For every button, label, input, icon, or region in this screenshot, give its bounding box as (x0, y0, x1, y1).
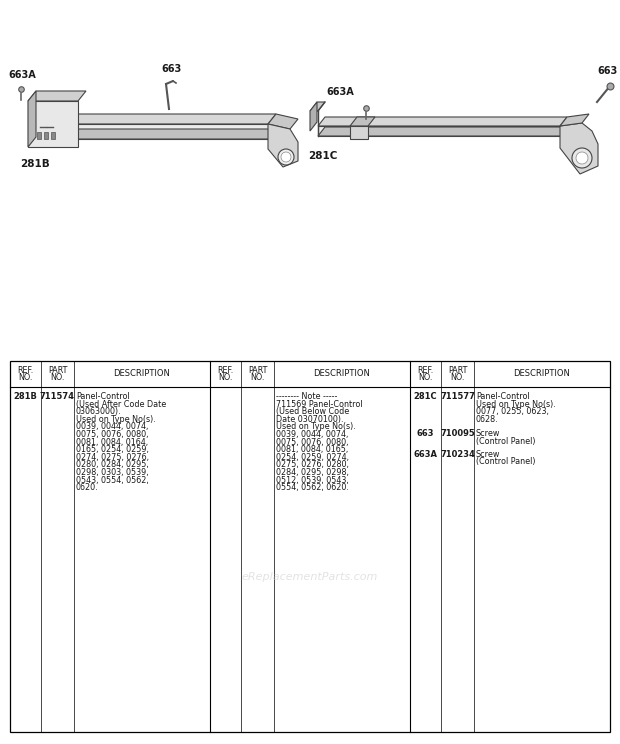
Polygon shape (268, 114, 298, 129)
Text: 663A: 663A (414, 449, 438, 458)
Text: 0512, 0539, 0543,: 0512, 0539, 0543, (276, 475, 348, 484)
Polygon shape (28, 101, 78, 147)
Text: 0039, 0044, 0074,: 0039, 0044, 0074, (276, 430, 348, 439)
Polygon shape (318, 117, 567, 126)
Polygon shape (68, 124, 268, 139)
Text: DESCRIPTION: DESCRIPTION (314, 370, 370, 379)
Text: 663: 663 (417, 429, 434, 438)
Text: eReplacementParts.com: eReplacementParts.com (242, 571, 378, 582)
Text: REF.: REF. (218, 366, 234, 375)
Text: 0298, 0303, 0539,: 0298, 0303, 0539, (76, 468, 149, 477)
Text: NO.: NO. (218, 373, 232, 382)
Bar (37, 132, 41, 139)
Polygon shape (268, 124, 298, 167)
Text: NO.: NO. (50, 373, 64, 382)
Text: 0284, 0295, 0298,: 0284, 0295, 0298, (276, 468, 349, 477)
Circle shape (278, 149, 294, 165)
Text: 663A: 663A (326, 87, 354, 97)
Circle shape (576, 152, 588, 164)
Text: NO.: NO. (19, 373, 33, 382)
Text: 0254, 0259, 0274,: 0254, 0259, 0274, (276, 453, 349, 462)
Text: PART: PART (248, 366, 267, 375)
Text: Panel-Control: Panel-Control (476, 392, 529, 401)
Text: 0081, 0084, 0164,: 0081, 0084, 0164, (76, 437, 148, 446)
Text: 0620.: 0620. (76, 483, 99, 493)
Text: Used on Type No(s).: Used on Type No(s). (76, 415, 156, 424)
Text: 0075, 0076, 0080,: 0075, 0076, 0080, (276, 437, 348, 446)
Text: 663: 663 (161, 64, 181, 74)
Circle shape (281, 152, 291, 162)
Text: (Control Panel): (Control Panel) (476, 437, 536, 446)
Text: Used on Type No(s).: Used on Type No(s). (476, 400, 556, 408)
Text: (Used Below Code: (Used Below Code (276, 407, 349, 416)
Text: 711577: 711577 (440, 392, 475, 401)
Text: Used on Type No(s).: Used on Type No(s). (276, 423, 356, 432)
Polygon shape (560, 123, 598, 174)
Text: 0077, 0255, 0623,: 0077, 0255, 0623, (476, 407, 549, 416)
Text: 710234: 710234 (440, 449, 475, 458)
Bar (51, 132, 55, 139)
Text: 0165, 0254, 0259,: 0165, 0254, 0259, (76, 445, 149, 454)
Polygon shape (560, 114, 589, 126)
Text: 711569 Panel-Control: 711569 Panel-Control (276, 400, 363, 408)
Text: 0275, 0276, 0280,: 0275, 0276, 0280, (276, 461, 349, 469)
Text: 0280, 0284, 0295,: 0280, 0284, 0295, (76, 461, 149, 469)
Text: DESCRIPTION: DESCRIPTION (513, 370, 570, 379)
Bar (10, 361, 610, 732)
Text: 0554, 0562, 0620.: 0554, 0562, 0620. (276, 483, 349, 493)
Text: (Control Panel): (Control Panel) (476, 458, 536, 466)
Text: PART: PART (48, 366, 67, 375)
Polygon shape (318, 126, 560, 136)
Text: NO.: NO. (450, 373, 464, 382)
Text: 663: 663 (597, 66, 617, 76)
Text: 711574: 711574 (40, 392, 75, 401)
Text: 281C: 281C (414, 392, 437, 401)
Text: Panel-Control: Panel-Control (76, 392, 130, 401)
Polygon shape (350, 117, 375, 126)
Bar (44, 132, 48, 139)
Polygon shape (310, 102, 325, 111)
Text: 281B: 281B (14, 392, 37, 401)
Polygon shape (350, 126, 368, 139)
Text: NO.: NO. (418, 373, 433, 382)
Text: Screw: Screw (476, 429, 500, 438)
Text: NO.: NO. (250, 373, 265, 382)
Circle shape (572, 148, 592, 168)
Polygon shape (318, 127, 567, 136)
Text: REF.: REF. (17, 366, 33, 375)
Text: 281C: 281C (308, 151, 337, 161)
Text: PART: PART (448, 366, 467, 375)
Text: DESCRIPTION: DESCRIPTION (113, 370, 170, 379)
Text: 663A: 663A (8, 70, 36, 80)
Text: -------- Note -----: -------- Note ----- (276, 392, 337, 401)
Text: 0039, 0044, 0074,: 0039, 0044, 0074, (76, 423, 148, 432)
Text: 0274, 0275, 0276,: 0274, 0275, 0276, (76, 453, 149, 462)
Text: 0075, 0076, 0080,: 0075, 0076, 0080, (76, 430, 149, 439)
Text: Screw: Screw (476, 449, 500, 458)
Text: Date 03070100).: Date 03070100). (276, 415, 343, 424)
Polygon shape (28, 91, 86, 101)
Text: 03063000).: 03063000). (76, 407, 122, 416)
Polygon shape (310, 102, 317, 131)
Polygon shape (28, 91, 36, 147)
Text: 0081, 0084, 0165,: 0081, 0084, 0165, (276, 445, 348, 454)
Polygon shape (68, 114, 276, 124)
Text: 710095: 710095 (440, 429, 475, 438)
Text: REF.: REF. (417, 366, 433, 375)
Text: 281B: 281B (20, 159, 50, 169)
Polygon shape (68, 129, 276, 139)
Text: (Used After Code Date: (Used After Code Date (76, 400, 166, 408)
Text: 0628.: 0628. (476, 415, 498, 424)
Text: 0543, 0554, 0562,: 0543, 0554, 0562, (76, 475, 149, 484)
